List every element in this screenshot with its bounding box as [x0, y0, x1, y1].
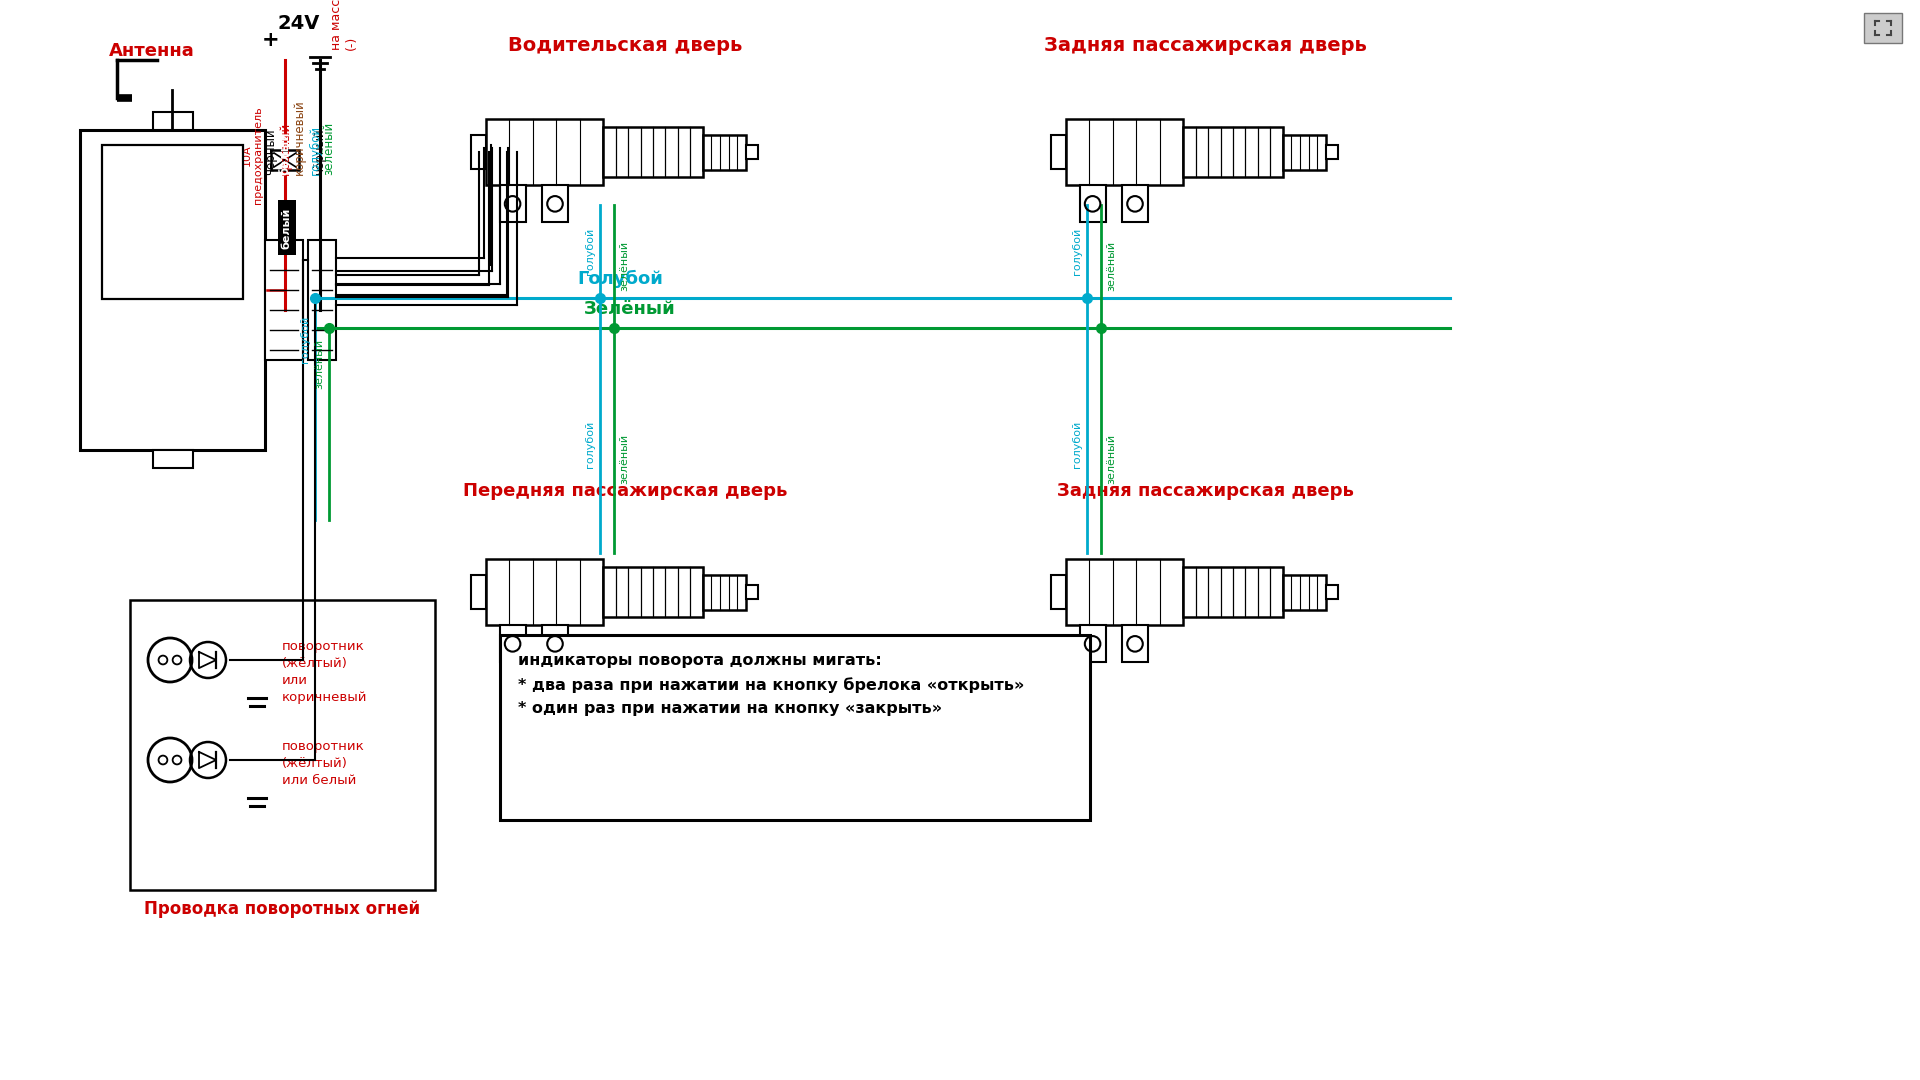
- Bar: [102, 146, 244, 299]
- Text: белый: белый: [282, 207, 292, 248]
- Bar: [1052, 575, 1066, 609]
- Bar: [1283, 135, 1327, 170]
- Bar: [271, 150, 300, 170]
- Bar: [703, 135, 745, 170]
- Text: чёрный: чёрный: [265, 129, 278, 175]
- Text: зелёный: зелёный: [315, 339, 324, 389]
- Text: 24V: 24V: [278, 14, 321, 33]
- Bar: [472, 575, 486, 609]
- Bar: [1079, 625, 1106, 662]
- Text: голубой: голубой: [586, 420, 595, 468]
- Bar: [1079, 186, 1106, 222]
- Bar: [499, 186, 526, 222]
- Text: зелёный: зелёный: [618, 434, 630, 484]
- Bar: [265, 240, 303, 360]
- Text: голубой: голубой: [300, 315, 309, 363]
- Text: Задняя пассажирская дверь: Задняя пассажирская дверь: [1044, 36, 1367, 55]
- Bar: [745, 585, 758, 599]
- Bar: [307, 240, 336, 360]
- Text: чёрный: чёрный: [313, 129, 326, 175]
- Text: голубой: голубой: [1071, 420, 1083, 468]
- Text: Голубой: Голубой: [578, 270, 662, 288]
- Bar: [603, 127, 703, 177]
- Text: поворотник
(жёлтый)
или белый: поворотник (жёлтый) или белый: [282, 740, 365, 787]
- Bar: [541, 625, 568, 662]
- Bar: [131, 600, 436, 890]
- Text: коричневый: коричневый: [292, 99, 305, 175]
- Text: Зелёный: Зелёный: [584, 300, 676, 318]
- Text: зелёный: зелёный: [618, 241, 630, 292]
- Bar: [1183, 567, 1283, 617]
- Bar: [152, 112, 192, 130]
- Bar: [152, 450, 192, 468]
- Bar: [486, 119, 603, 186]
- Text: белый: белый: [278, 132, 292, 175]
- Text: 10А
предохранитель: 10А предохранитель: [242, 106, 263, 204]
- Bar: [1066, 119, 1183, 186]
- Bar: [1052, 135, 1066, 170]
- Text: на массу
(-): на массу (-): [330, 0, 357, 50]
- Bar: [1283, 575, 1327, 609]
- Text: зелёный: зелёный: [1106, 241, 1116, 292]
- Bar: [1121, 625, 1148, 662]
- Text: индикаторы поворота должны мигать:
* два раза при нажатии на кнопку брелока «отк: индикаторы поворота должны мигать: * два…: [518, 653, 1025, 716]
- Text: голубой: голубой: [309, 125, 321, 175]
- Text: поворотник
(жёлтый)
или
коричневый: поворотник (жёлтый) или коричневый: [282, 640, 367, 704]
- Text: Задняя пассажирская дверь: Задняя пассажирская дверь: [1056, 482, 1354, 500]
- Bar: [1066, 558, 1183, 625]
- Bar: [541, 186, 568, 222]
- Bar: [703, 575, 745, 609]
- Bar: [1327, 145, 1338, 159]
- Bar: [499, 635, 1091, 820]
- Bar: [1864, 13, 1903, 43]
- Bar: [499, 625, 526, 662]
- Bar: [1183, 127, 1283, 177]
- Text: красный: красный: [278, 122, 292, 175]
- Text: зелёный: зелёный: [1106, 434, 1116, 484]
- Bar: [81, 130, 265, 450]
- Bar: [278, 200, 296, 255]
- Text: Проводка поворотных огней: Проводка поворотных огней: [144, 900, 420, 918]
- Text: голубой: голубой: [586, 228, 595, 274]
- Text: Передняя пассажирская дверь: Передняя пассажирская дверь: [463, 482, 787, 500]
- Text: голубой: голубой: [1071, 228, 1083, 274]
- Text: +: +: [261, 30, 278, 50]
- Bar: [603, 567, 703, 617]
- Text: Водительская дверь: Водительская дверь: [507, 36, 743, 55]
- Bar: [745, 145, 758, 159]
- Bar: [486, 558, 603, 625]
- Bar: [1327, 585, 1338, 599]
- Text: Антенна: Антенна: [109, 42, 194, 60]
- Bar: [1121, 186, 1148, 222]
- Bar: [472, 135, 486, 170]
- Text: зелёный: зелёный: [323, 122, 336, 175]
